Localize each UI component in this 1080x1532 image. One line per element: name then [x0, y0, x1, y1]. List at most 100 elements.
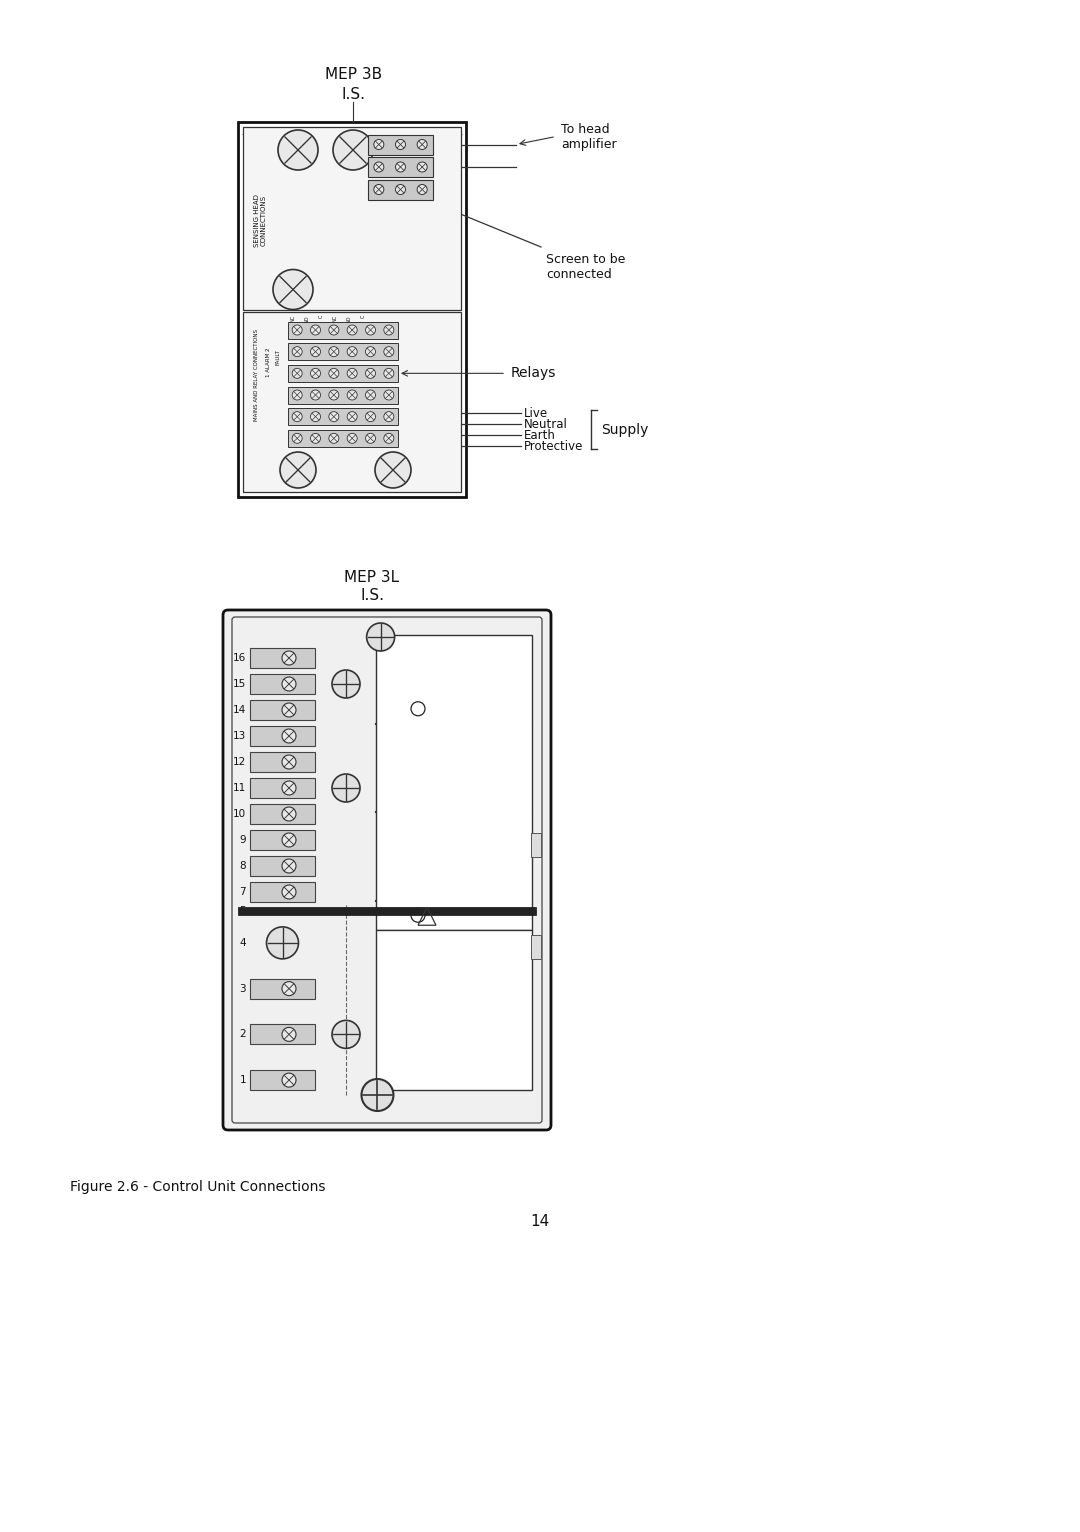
Circle shape	[417, 184, 428, 195]
Text: N: N	[410, 674, 418, 685]
Text: 7: 7	[240, 887, 246, 898]
Text: 14: 14	[530, 1215, 550, 1230]
Circle shape	[365, 412, 376, 421]
Bar	[531, 832, 541, 856]
Circle shape	[293, 391, 302, 400]
Text: Protective: Protective	[524, 440, 583, 453]
Text: Neutral: Neutral	[524, 418, 568, 430]
Circle shape	[347, 412, 357, 421]
Text: MOUNT
THIS
WAY UP: MOUNT THIS WAY UP	[430, 640, 457, 660]
Text: 3: 3	[240, 984, 246, 994]
Text: 15: 15	[233, 679, 246, 689]
Circle shape	[280, 452, 316, 489]
Text: MAINS AND RELAY CONNECTIONS: MAINS AND RELAY CONNECTIONS	[254, 329, 258, 421]
Circle shape	[282, 885, 296, 899]
Circle shape	[328, 412, 339, 421]
Text: 9: 9	[387, 852, 393, 861]
Bar	[376, 930, 532, 1089]
Bar	[288, 386, 399, 403]
Circle shape	[278, 130, 318, 170]
Circle shape	[347, 325, 357, 336]
Circle shape	[347, 346, 357, 357]
Text: 2 – +: 2 – +	[384, 1003, 419, 1017]
Bar	[249, 700, 315, 720]
Circle shape	[293, 325, 302, 336]
Text: 14: 14	[233, 705, 246, 715]
Bar	[249, 1071, 315, 1091]
Circle shape	[328, 391, 339, 400]
Circle shape	[366, 624, 394, 651]
Text: To head
amplifier: To head amplifier	[561, 123, 617, 150]
Bar	[288, 408, 399, 426]
Circle shape	[328, 346, 339, 357]
Circle shape	[282, 651, 296, 665]
Bar	[249, 778, 315, 798]
Circle shape	[282, 729, 296, 743]
Text: 5: 5	[240, 905, 246, 916]
Text: 8: 8	[387, 881, 393, 890]
Circle shape	[282, 677, 296, 691]
Bar	[249, 648, 315, 668]
Circle shape	[282, 807, 296, 821]
Text: C2: C2	[410, 852, 424, 861]
Bar	[249, 752, 315, 772]
Bar	[249, 1025, 315, 1045]
Bar	[249, 856, 315, 876]
Text: Supply: Supply	[600, 423, 648, 437]
Text: FAULT: FAULT	[275, 349, 281, 365]
Circle shape	[383, 325, 394, 336]
Text: 10: 10	[233, 809, 246, 820]
Circle shape	[311, 368, 321, 378]
Circle shape	[293, 346, 302, 357]
Bar	[376, 634, 532, 930]
Bar	[243, 313, 461, 492]
Text: 15: 15	[383, 674, 396, 685]
Circle shape	[365, 325, 376, 336]
Circle shape	[383, 412, 394, 421]
Text: 2: 2	[240, 1030, 246, 1039]
Text: I.S.: I.S.	[341, 86, 365, 101]
Bar	[368, 179, 433, 199]
Circle shape	[417, 139, 428, 150]
Circle shape	[311, 391, 321, 400]
Bar	[288, 365, 399, 381]
Bar	[288, 430, 399, 447]
Circle shape	[328, 434, 339, 443]
Circle shape	[383, 391, 394, 400]
Text: MEP 3B: MEP 3B	[325, 66, 382, 81]
Circle shape	[267, 927, 298, 959]
Text: MEP 3L: MEP 3L	[345, 570, 400, 585]
Text: Live: Live	[524, 408, 549, 420]
Circle shape	[347, 434, 357, 443]
Text: NO: NO	[347, 316, 351, 323]
Text: 16: 16	[233, 653, 246, 663]
Text: NO2: NO2	[410, 821, 433, 832]
Circle shape	[328, 368, 339, 378]
Bar	[249, 804, 315, 824]
Circle shape	[282, 755, 296, 769]
Circle shape	[383, 368, 394, 378]
FancyBboxPatch shape	[222, 610, 551, 1131]
Text: 12: 12	[233, 757, 246, 768]
Bar	[249, 882, 315, 902]
Circle shape	[417, 162, 428, 172]
Circle shape	[395, 162, 405, 172]
Text: 4: 4	[240, 938, 246, 948]
Text: !: !	[426, 913, 429, 922]
Text: C1: C1	[410, 763, 424, 772]
Text: 1 ALARM 2: 1 ALARM 2	[266, 348, 270, 377]
Circle shape	[374, 162, 383, 172]
Circle shape	[293, 368, 302, 378]
Text: 10: 10	[383, 821, 396, 832]
Circle shape	[383, 346, 394, 357]
Circle shape	[282, 859, 296, 873]
Text: C: C	[319, 316, 324, 319]
Circle shape	[282, 1072, 296, 1088]
Circle shape	[311, 434, 321, 443]
Circle shape	[347, 368, 357, 378]
Text: 9: 9	[240, 835, 246, 846]
Text: 16: 16	[383, 645, 396, 654]
Circle shape	[311, 412, 321, 421]
Text: Figure 2.6 - Control Unit Connections: Figure 2.6 - Control Unit Connections	[70, 1180, 325, 1193]
Bar	[249, 830, 315, 850]
